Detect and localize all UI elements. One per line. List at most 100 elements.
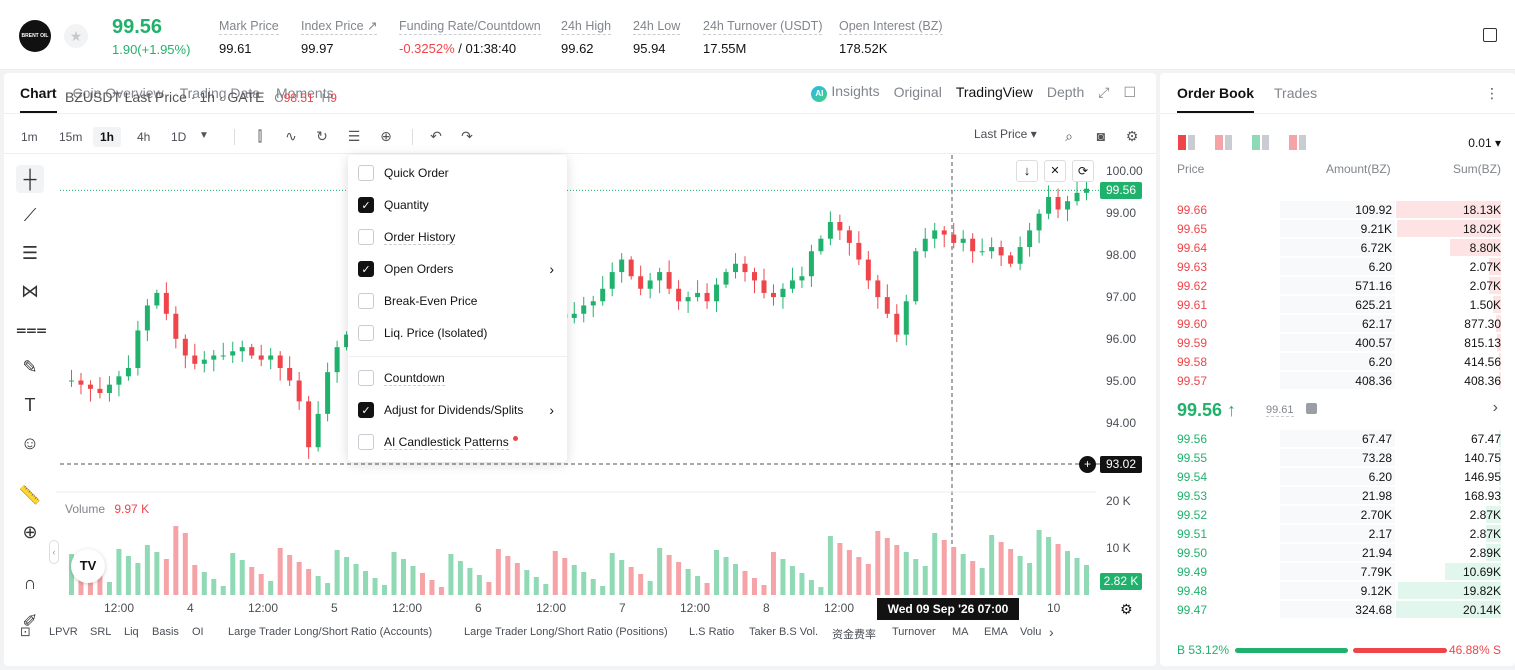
indicator-item[interactable]: MA <box>952 626 969 638</box>
timeframe-dropdown-icon[interactable]: ▼ <box>199 130 209 141</box>
orderbook-row[interactable]: 99.60 62.17 877.30 <box>1177 314 1501 333</box>
timeframe-4h[interactable]: 4h <box>137 130 151 144</box>
indicator-item[interactable]: Large Trader Long/Short Ratio (Accounts) <box>228 626 433 638</box>
indicator-item[interactable]: EMA <box>984 626 1008 638</box>
menu-item-2[interactable]: Order History <box>358 226 558 248</box>
last-price-selector[interactable]: Last Price ▾ <box>974 127 1037 141</box>
add-order-icon[interactable]: + <box>1079 456 1096 473</box>
book-icon[interactable] <box>1483 28 1497 42</box>
orderbook-row[interactable]: 99.53 21.98 168.93 <box>1177 486 1501 505</box>
checkbox-icon[interactable] <box>358 229 374 245</box>
orderbook-row[interactable]: 99.63 6.20 2.07K <box>1177 257 1501 276</box>
orderbook-row[interactable]: 99.65 9.21K 18.02K <box>1177 219 1501 238</box>
indicator-item[interactable]: Taker B.S Vol. <box>749 626 819 638</box>
mode-bids-icon[interactable] <box>1252 135 1269 150</box>
menu-item-8[interactable]: AI Candlestick Patterns <box>358 431 558 453</box>
tab-moments[interactable]: Moments <box>276 85 334 101</box>
camera-icon[interactable]: ◙ <box>1096 128 1106 144</box>
chevron-right-icon[interactable]: › <box>1049 624 1054 640</box>
collapse-left-icon[interactable]: ‹ <box>49 540 59 564</box>
tab-chart[interactable]: Chart <box>20 85 57 113</box>
indicator-item[interactable]: OI <box>192 626 204 638</box>
orderbook-row[interactable]: 99.56 67.47 67.47 <box>1177 429 1501 448</box>
menu-item-6[interactable]: Countdown <box>358 367 558 389</box>
tab-trading-data[interactable]: Trading Data <box>179 85 261 101</box>
gann-icon[interactable]: ⩶ <box>16 319 47 339</box>
tab-trades[interactable]: Trades <box>1274 85 1318 101</box>
original-tab[interactable]: Original <box>893 84 942 101</box>
more-icon[interactable]: ⋮ <box>1485 85 1499 101</box>
brush-icon[interactable]: ✎ <box>22 357 38 377</box>
indicator-item[interactable]: SRL <box>90 626 112 638</box>
mode-asks-icon[interactable] <box>1215 135 1232 150</box>
trendline-icon[interactable]: ⟋ <box>23 205 37 225</box>
window-icon[interactable]: ☐ <box>1123 83 1136 100</box>
orderbook-row[interactable]: 99.51 2.17 2.87K <box>1177 524 1501 543</box>
ruler-icon[interactable]: 📏 <box>18 485 42 505</box>
orderbook-row[interactable]: 99.47 324.68 20.14K <box>1177 600 1501 619</box>
emoji-icon[interactable]: ☺ <box>20 433 40 453</box>
checkbox-checked-icon[interactable]: ✓ <box>358 261 374 277</box>
orderbook-row[interactable]: 99.62 571.16 2.07K <box>1177 276 1501 295</box>
timeframe-1m[interactable]: 1m <box>21 130 38 144</box>
checkbox-icon[interactable] <box>358 325 374 341</box>
indicator-item[interactable]: Basis <box>152 626 179 638</box>
orderbook-row[interactable]: 99.55 73.28 140.75 <box>1177 448 1501 467</box>
search-icon[interactable]: ⌕ <box>1065 128 1073 144</box>
orderbook-row[interactable]: 99.57 408.36 408.36 <box>1177 371 1501 390</box>
orderbook-row[interactable]: 99.50 21.94 2.89K <box>1177 543 1501 562</box>
axis-settings-icon[interactable]: ⚙ <box>1120 601 1133 617</box>
menu-item-3[interactable]: ✓ Open Orders › <box>358 258 558 280</box>
crosshair-icon[interactable]: ┼ <box>16 165 44 193</box>
menu-item-5[interactable]: Liq. Price (Isolated) <box>358 322 558 344</box>
mode-both-icon[interactable] <box>1178 135 1195 150</box>
undo-icon[interactable]: ↶ <box>430 128 442 144</box>
indicator-item[interactable]: 资金费率 <box>832 629 876 641</box>
candlestick-chart[interactable] <box>56 155 1100 595</box>
checkbox-icon[interactable] <box>358 434 374 450</box>
indicator-item[interactable]: Volu <box>1020 626 1042 638</box>
expand-icon[interactable]: ⤢ <box>1098 83 1110 100</box>
indicator-menu-icon[interactable]: ⊡ <box>20 624 31 639</box>
checkbox-icon[interactable] <box>358 370 374 386</box>
orderbook-row[interactable]: 99.49 7.79K 10.69K <box>1177 562 1501 581</box>
indicator-item[interactable]: Large Trader Long/Short Ratio (Positions… <box>464 626 668 638</box>
orderbook-row[interactable]: 99.54 6.20 146.95 <box>1177 467 1501 486</box>
template-icon[interactable]: ☰ <box>347 128 361 144</box>
checkbox-icon[interactable] <box>358 165 374 181</box>
indicator-item[interactable]: L.S Ratio <box>689 626 735 638</box>
candle-type-icon[interactable]: ⫿ <box>257 128 263 144</box>
collapse-icon[interactable]: ✕ <box>1044 160 1066 182</box>
tab-order-book[interactable]: Order Book <box>1177 85 1255 113</box>
orderbook-row[interactable]: 99.48 9.12K 19.82K <box>1177 581 1501 600</box>
menu-item-4[interactable]: Break-Even Price <box>358 290 558 312</box>
checkbox-icon[interactable] <box>358 293 374 309</box>
precision-select[interactable]: 0.01 ▾ <box>1468 136 1501 150</box>
replay-icon[interactable]: ↻ <box>316 128 328 144</box>
menu-item-0[interactable]: Quick Order <box>358 162 558 184</box>
tab-coin-overview[interactable]: Coin Overview <box>72 85 164 101</box>
indicator-item[interactable]: LPVR <box>49 626 78 638</box>
depth-tab[interactable]: Depth <box>1046 84 1085 101</box>
add-plus-icon[interactable]: ⊕ <box>380 128 392 144</box>
checkbox-checked-icon[interactable]: ✓ <box>358 197 374 213</box>
timeframe-15m[interactable]: 15m <box>59 130 83 144</box>
redo-icon[interactable]: ↷ <box>461 128 473 144</box>
checkbox-checked-icon[interactable]: ✓ <box>358 402 374 418</box>
pattern-icon[interactable]: ⋈ <box>21 281 39 301</box>
orderbook-row[interactable]: 99.59 400.57 815.13 <box>1177 333 1501 352</box>
orderbook-row[interactable]: 99.64 6.72K 8.80K <box>1177 238 1501 257</box>
timeframe-1h[interactable]: 1h <box>93 127 122 147</box>
orderbook-row[interactable]: 99.66 109.92 18.13K <box>1177 200 1501 219</box>
scroll-down-icon[interactable]: ↓ <box>1016 160 1038 182</box>
zoom-in-icon[interactable]: ⊕ <box>22 522 38 542</box>
indicators-icon[interactable]: ∿ <box>285 128 297 144</box>
indicator-item[interactable]: Liq <box>124 626 139 638</box>
magnet-icon[interactable]: ∩ <box>23 573 37 593</box>
text-icon[interactable]: T <box>24 395 36 415</box>
fib-icon[interactable]: ☰ <box>21 243 39 263</box>
chevron-right-icon[interactable]: › <box>1492 399 1498 416</box>
insights-tab[interactable]: AI Insights <box>811 83 880 102</box>
indicator-item[interactable]: Turnover <box>892 626 936 638</box>
orderbook-row[interactable]: 99.52 2.70K 2.87K <box>1177 505 1501 524</box>
